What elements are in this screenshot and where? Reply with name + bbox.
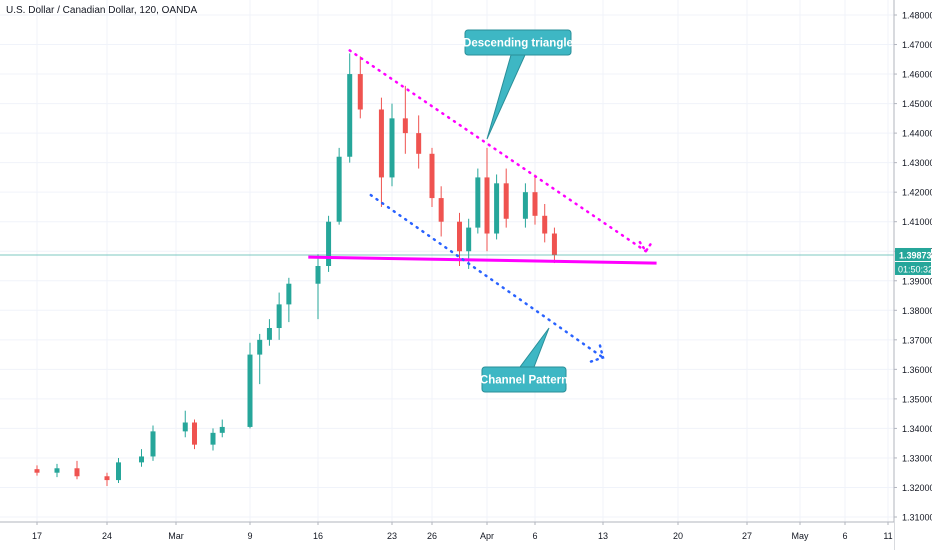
candle-body: [276, 304, 282, 329]
candle-body: [522, 192, 528, 219]
candle-body: [357, 74, 363, 110]
price-tick-label: 1.46000: [902, 70, 932, 80]
time-tick-label: 11: [883, 531, 892, 541]
price-tick-label: 1.36000: [902, 365, 932, 375]
price-tick-label: 1.41000: [902, 217, 932, 227]
candle-body: [429, 153, 435, 199]
time-tick-label: 23: [387, 531, 397, 541]
price-tick-label: 1.43000: [902, 158, 932, 168]
price-tick-label: 1.34000: [902, 424, 932, 434]
candle-body: [286, 283, 292, 305]
candle-body: [257, 339, 263, 355]
candle-body: [192, 422, 197, 445]
candle-body: [315, 266, 321, 284]
candle-body: [34, 469, 40, 473]
time-tick-label: 17: [32, 531, 42, 541]
descending-triangle-callout[interactable]: Descending triangle: [463, 29, 573, 140]
candle-body: [54, 468, 60, 473]
candle-body: [457, 221, 462, 252]
candle-body: [416, 133, 422, 154]
time-tick-label: 24: [102, 531, 112, 541]
drawings[interactable]: [308, 49, 657, 363]
time-tick-label: 9: [247, 531, 252, 541]
time-axis[interactable]: 17 24 Mar 9 16 23 26 Apr 6 13 20 27 May 6 11: [0, 521, 894, 550]
candle-body: [542, 215, 548, 234]
price-tick-label: 1.39000: [902, 276, 932, 286]
time-tick-label: 16: [313, 531, 323, 541]
candle-body: [475, 177, 481, 228]
price-tick-label: 1.42000: [902, 188, 932, 198]
candle-body: [219, 426, 225, 433]
candle-body: [266, 328, 272, 340]
price-axis[interactable]: 1.48000 1.47000 1.46000 1.45000 1.44000 1.430…: [893, 0, 932, 550]
candle-body: [551, 233, 557, 256]
countdown-badge: [895, 261, 931, 275]
candle-body: [326, 221, 332, 266]
candle-body: [104, 476, 110, 481]
price-tick-label: 1.32000: [902, 483, 932, 493]
candle-body: [389, 118, 395, 178]
callouts[interactable]: Descending triangle Channel Pattern: [463, 29, 573, 393]
price-tick-label: 1.44000: [902, 129, 932, 139]
last-price-label: 1.39873: [899, 250, 932, 260]
candle-body: [532, 192, 538, 216]
time-tick-label: 20: [673, 531, 683, 541]
channel-arrowhead: [589, 344, 605, 363]
candle-body: [247, 354, 253, 427]
price-tick-label: 1.47000: [902, 40, 932, 50]
candle-body: [182, 422, 188, 432]
grid: [0, 0, 894, 522]
candle-body: [347, 74, 353, 157]
time-tick-label: 6: [842, 531, 847, 541]
price-tick-label: 1.38000: [902, 306, 932, 316]
candle-body: [74, 468, 80, 477]
time-tick-label: May: [791, 531, 809, 541]
support-line[interactable]: [308, 255, 657, 265]
candle-body: [116, 462, 121, 481]
price-axis-bg: [894, 0, 932, 550]
candle-body: [494, 183, 500, 234]
time-tick-label: 26: [427, 531, 437, 541]
price-tick-label: 1.31000: [902, 513, 932, 523]
descending-triangle-callout-box: [464, 29, 572, 56]
descending-triangle-callout-text: Descending triangle: [463, 38, 573, 50]
time-axis-bg: [0, 522, 894, 550]
price-tick-label: 1.33000: [902, 453, 932, 463]
time-tick-label: Apr: [480, 531, 494, 541]
candle-body: [139, 456, 144, 463]
candle-body: [484, 177, 490, 234]
candles: [0, 53, 894, 486]
descending-triangle-callout-pointer: [486, 54, 526, 140]
channel-pattern-callout-text: Channel Pattern: [480, 375, 568, 387]
triangle-arrowhead: [638, 240, 654, 254]
candle-body: [150, 431, 156, 457]
candle-body: [336, 156, 342, 222]
channel-pattern-callout-box: [481, 366, 567, 393]
candle-body: [378, 109, 384, 178]
candle-body: [503, 183, 509, 219]
price-tick-label: 1.48000: [902, 11, 932, 21]
candle-body: [466, 227, 472, 252]
time-tick-label: 13: [598, 531, 608, 541]
price-tick-label: 1.35000: [902, 394, 932, 404]
time-tick-label: Mar: [168, 531, 184, 541]
symbol-title: U.S. Dollar / Canadian Dollar, 120, OAND…: [6, 5, 198, 16]
bar-countdown-label: 01:50:32: [898, 264, 932, 274]
last-price-badge[interactable]: [895, 247, 931, 261]
price-tick-label: 1.45000: [902, 99, 932, 109]
price-tick-label: 1.37000: [902, 335, 932, 345]
time-tick-label: 27: [742, 531, 752, 541]
channel-pattern-callout[interactable]: Channel Pattern: [480, 327, 568, 393]
candle-body: [438, 198, 444, 222]
time-tick-label: 6: [532, 531, 537, 541]
candle-body: [210, 432, 216, 445]
candle-body: [402, 118, 408, 134]
channel-line[interactable]: [369, 193, 605, 359]
